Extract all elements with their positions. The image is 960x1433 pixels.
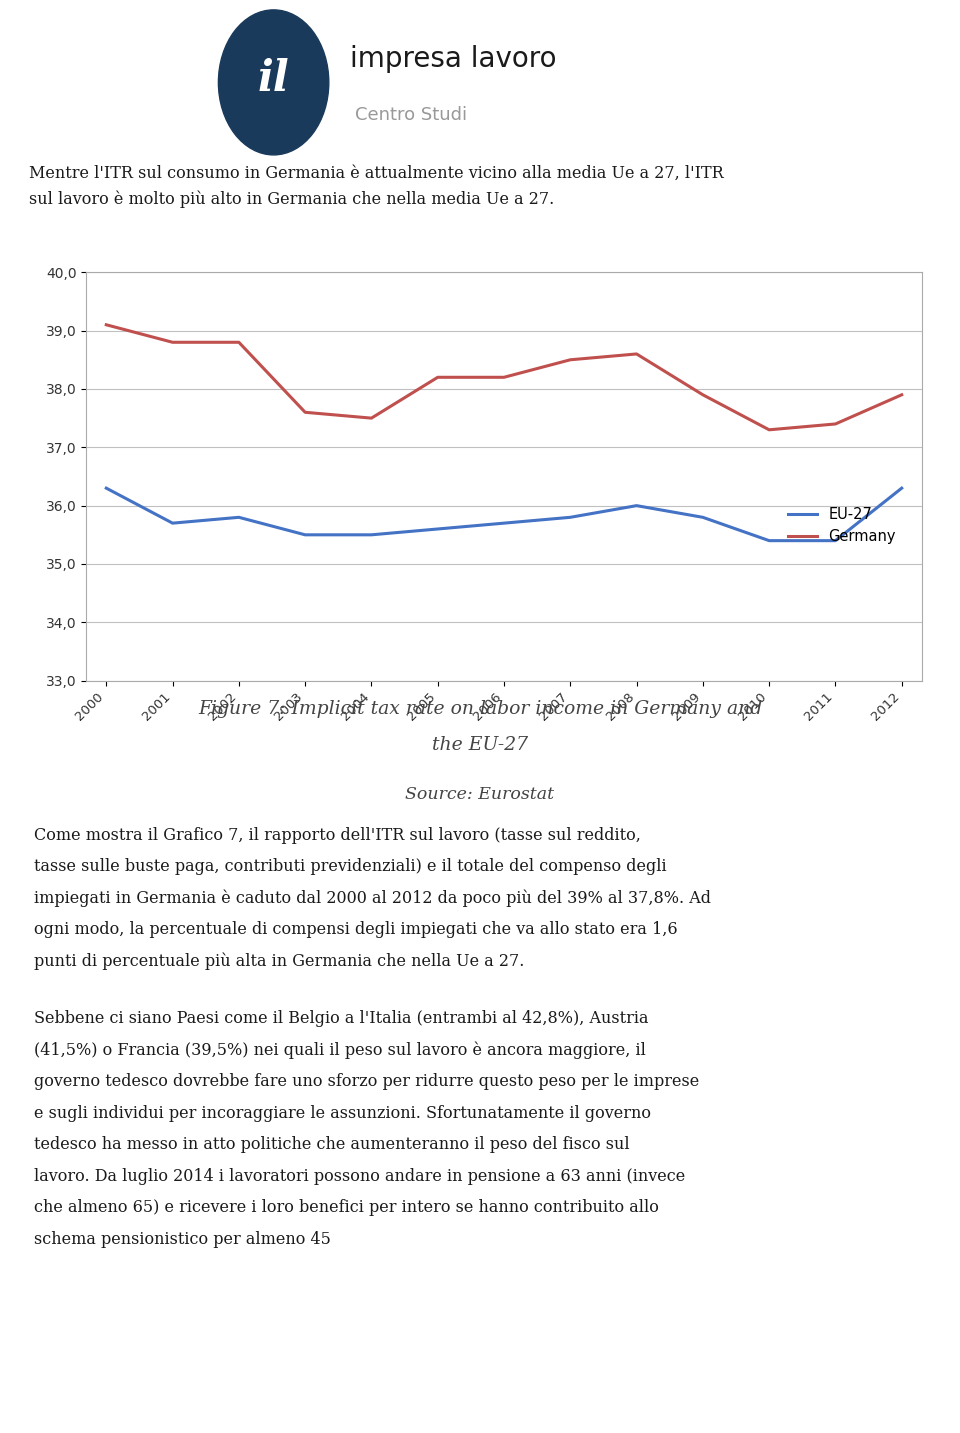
EU-27 bbox=[233, 509, 245, 526]
Line: EU-27: EU-27 bbox=[107, 489, 901, 540]
EU-27 bbox=[896, 480, 907, 497]
Text: il: il bbox=[257, 59, 290, 100]
Text: tedesco ha messo in atto politiche che aumenteranno il peso del fisco sul: tedesco ha messo in atto politiche che a… bbox=[34, 1136, 629, 1154]
Text: ogni modo, la percentuale di compensi degli impiegati che va allo stato era 1,6: ogni modo, la percentuale di compensi de… bbox=[34, 921, 677, 939]
Germany bbox=[697, 387, 708, 404]
EU-27 bbox=[631, 497, 642, 514]
Germany bbox=[167, 334, 179, 351]
EU-27 bbox=[432, 520, 444, 537]
Text: che almeno 65) e ricevere i loro benefici per intero se hanno contribuito allo: che almeno 65) e ricevere i loro benefic… bbox=[34, 1199, 659, 1217]
Text: schema pensionistico per almeno 45: schema pensionistico per almeno 45 bbox=[34, 1231, 330, 1248]
Text: punti di percentuale più alta in Germania che nella Ue a 27.: punti di percentuale più alta in Germani… bbox=[34, 953, 524, 970]
EU-27 bbox=[697, 509, 708, 526]
Germany bbox=[564, 351, 576, 368]
Germany bbox=[101, 317, 112, 334]
EU-27 bbox=[829, 532, 841, 549]
Text: (41,5%) o Francia (39,5%) nei quali il peso sul lavoro è ancora maggiore, il: (41,5%) o Francia (39,5%) nei quali il p… bbox=[34, 1042, 645, 1059]
EU-27 bbox=[763, 532, 775, 549]
Text: Source: Eurostat: Source: Eurostat bbox=[405, 785, 555, 802]
Text: Centro Studi: Centro Studi bbox=[355, 106, 468, 125]
Text: lavoro. Da luglio 2014 i lavoratori possono andare in pensione a 63 anni (invece: lavoro. Da luglio 2014 i lavoratori poss… bbox=[34, 1168, 684, 1185]
Germany bbox=[366, 410, 377, 427]
Text: Mentre l'ITR sul consumo in Germania è attualmente vicino alla media Ue a 27, l': Mentre l'ITR sul consumo in Germania è a… bbox=[29, 165, 724, 208]
Text: governo tedesco dovrebbe fare uno sforzo per ridurre questo peso per le imprese: governo tedesco dovrebbe fare uno sforzo… bbox=[34, 1073, 699, 1091]
EU-27 bbox=[366, 526, 377, 543]
EU-27 bbox=[564, 509, 576, 526]
Germany bbox=[300, 404, 311, 421]
Legend: EU-27, Germany: EU-27, Germany bbox=[781, 502, 901, 550]
Line: Germany: Germany bbox=[107, 325, 901, 430]
Germany bbox=[233, 334, 245, 351]
Germany bbox=[432, 368, 444, 385]
Text: Figure 7: Implicit tax rate on labor income in Germany and: Figure 7: Implicit tax rate on labor inc… bbox=[198, 701, 762, 718]
Germany bbox=[829, 416, 841, 433]
Germany bbox=[896, 387, 907, 404]
EU-27 bbox=[167, 514, 179, 532]
Germany bbox=[763, 421, 775, 438]
Text: the EU-27: the EU-27 bbox=[432, 737, 528, 754]
Text: tasse sulle buste paga, contributi previdenziali) e il totale del compenso degli: tasse sulle buste paga, contributi previ… bbox=[34, 858, 666, 876]
EU-27 bbox=[498, 514, 510, 532]
Germany bbox=[498, 368, 510, 385]
Text: Sebbene ci siano Paesi come il Belgio a l'Italia (entrambi al 42,8%), Austria: Sebbene ci siano Paesi come il Belgio a … bbox=[34, 1010, 648, 1027]
EU-27 bbox=[300, 526, 311, 543]
Ellipse shape bbox=[218, 10, 328, 155]
Germany bbox=[631, 345, 642, 363]
Text: e sugli individui per incoraggiare le assunzioni. Sfortunatamente il governo: e sugli individui per incoraggiare le as… bbox=[34, 1105, 651, 1122]
EU-27 bbox=[101, 480, 112, 497]
Text: impiegati in Germania è caduto dal 2000 al 2012 da poco più del 39% al 37,8%. Ad: impiegati in Germania è caduto dal 2000 … bbox=[34, 890, 710, 907]
Text: impresa lavoro: impresa lavoro bbox=[350, 46, 557, 73]
Text: Come mostra il Grafico 7, il rapporto dell'ITR sul lavoro (tasse sul reddito,: Come mostra il Grafico 7, il rapporto de… bbox=[34, 827, 640, 844]
